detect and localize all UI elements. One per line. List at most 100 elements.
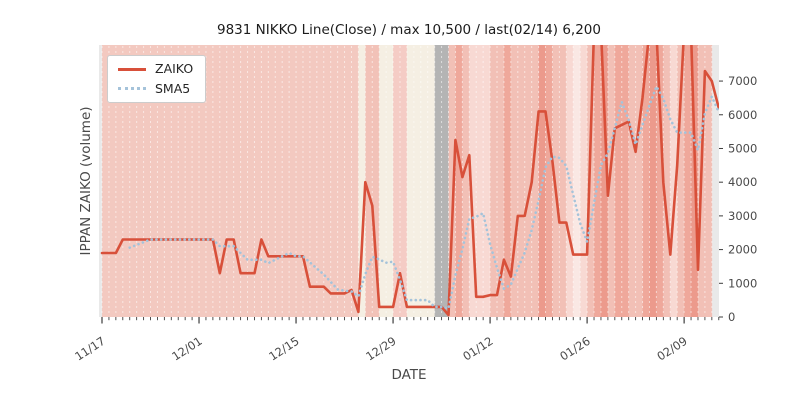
day-stripe xyxy=(545,45,553,317)
day-stripe xyxy=(379,45,387,317)
day-stripe xyxy=(351,45,359,317)
y-tick-label: 7000 xyxy=(728,74,757,88)
day-stripe xyxy=(261,45,269,317)
legend-item-zaiko: ZAIKO xyxy=(118,61,194,76)
day-stripe xyxy=(199,45,207,317)
day-stripe xyxy=(275,45,283,317)
day-stripe xyxy=(497,45,505,317)
day-stripe xyxy=(490,45,498,317)
day-stripe xyxy=(587,45,595,317)
day-stripe xyxy=(282,45,290,317)
day-stripe xyxy=(122,45,131,317)
day-stripe xyxy=(102,45,110,317)
day-stripe xyxy=(573,45,581,317)
day-stripe xyxy=(469,45,477,317)
day-stripe xyxy=(399,45,408,317)
day-stripe xyxy=(600,45,609,317)
day-stripe xyxy=(386,45,394,317)
x-tick-label: 01/26 xyxy=(557,334,592,364)
day-stripe xyxy=(455,45,463,317)
day-stripe xyxy=(115,45,124,317)
y-tick-label: 3000 xyxy=(728,209,757,223)
day-stripe xyxy=(510,45,519,317)
day-stripe xyxy=(289,45,297,317)
sma5-line-swatch xyxy=(118,87,146,91)
day-stripe xyxy=(670,45,678,317)
day-stripe xyxy=(656,45,664,317)
day-stripe xyxy=(704,45,713,317)
day-stripe xyxy=(143,45,151,317)
day-stripe xyxy=(614,45,623,317)
y-tick-label: 5000 xyxy=(728,141,757,155)
day-stripe xyxy=(621,45,629,317)
day-stripe xyxy=(503,45,512,317)
day-stripe xyxy=(607,45,616,317)
day-stripe xyxy=(559,45,567,317)
x-tick-label: 12/15 xyxy=(266,334,301,364)
day-stripe xyxy=(566,45,574,317)
day-stripe xyxy=(517,45,526,317)
day-stripe xyxy=(448,45,456,317)
y-tick-label: 6000 xyxy=(728,108,757,122)
day-stripe xyxy=(420,45,429,317)
day-stripe xyxy=(268,45,276,317)
x-tick-label: 02/09 xyxy=(654,334,689,364)
day-stripe xyxy=(358,45,366,317)
day-stripe xyxy=(136,45,144,317)
day-stripe xyxy=(164,45,172,317)
day-stripe xyxy=(476,45,484,317)
day-stripe xyxy=(157,45,165,317)
day-stripe xyxy=(684,45,692,317)
day-stripe xyxy=(226,45,234,317)
series-group xyxy=(100,45,719,317)
day-stripe xyxy=(635,45,643,317)
legend-label-zaiko: ZAIKO xyxy=(155,61,194,76)
y-tick-label: 1000 xyxy=(728,276,757,290)
y-axis-label: IPPAN ZAIKO (volume) xyxy=(78,106,94,256)
day-stripe xyxy=(254,45,262,317)
day-stripe xyxy=(330,45,338,317)
day-stripe xyxy=(393,45,401,317)
day-stripe xyxy=(185,45,193,317)
day-stripe xyxy=(365,45,373,317)
day-stripe xyxy=(205,45,214,317)
chart-title: 9831 NIKKO Line(Close) / max 10,500 / la… xyxy=(217,22,601,38)
day-stripe xyxy=(129,45,137,317)
day-stripe xyxy=(219,45,228,317)
day-stripe xyxy=(171,45,179,317)
legend: ZAIKO SMA5 xyxy=(107,55,207,103)
x-axis-label: DATE xyxy=(391,367,427,383)
day-stripe xyxy=(434,45,442,317)
legend-label-sma5: SMA5 xyxy=(155,80,191,96)
sma5-line xyxy=(128,83,719,311)
day-stripe xyxy=(441,45,449,317)
day-stripe xyxy=(192,45,200,317)
day-stripe xyxy=(240,45,248,317)
day-stripe xyxy=(406,45,415,317)
day-stripe xyxy=(552,45,560,317)
day-stripe xyxy=(309,45,318,317)
y-tick-label: 0 xyxy=(728,310,735,324)
day-stripe xyxy=(178,45,186,317)
day-stripe xyxy=(344,45,352,317)
day-stripe xyxy=(531,45,539,317)
legend-item-sma5: SMA5 xyxy=(118,80,193,96)
day-stripe xyxy=(323,45,331,317)
day-stripe xyxy=(233,45,241,317)
day-stripe xyxy=(628,45,636,317)
day-stripe xyxy=(316,45,325,317)
y-tick-label: 4000 xyxy=(728,175,757,189)
day-stripe xyxy=(649,45,657,317)
x-tick-label: 12/01 xyxy=(169,334,204,364)
x-tick-label: 12/29 xyxy=(363,334,398,364)
day-stripe xyxy=(247,45,255,317)
x-tick-label: 01/12 xyxy=(460,334,495,364)
day-stripe xyxy=(302,45,311,317)
day-stripe xyxy=(413,45,422,317)
day-stripe xyxy=(642,45,650,317)
day-stripe xyxy=(212,45,221,317)
day-stripe xyxy=(337,45,345,317)
x-tick-label: 11/17 xyxy=(72,334,107,364)
